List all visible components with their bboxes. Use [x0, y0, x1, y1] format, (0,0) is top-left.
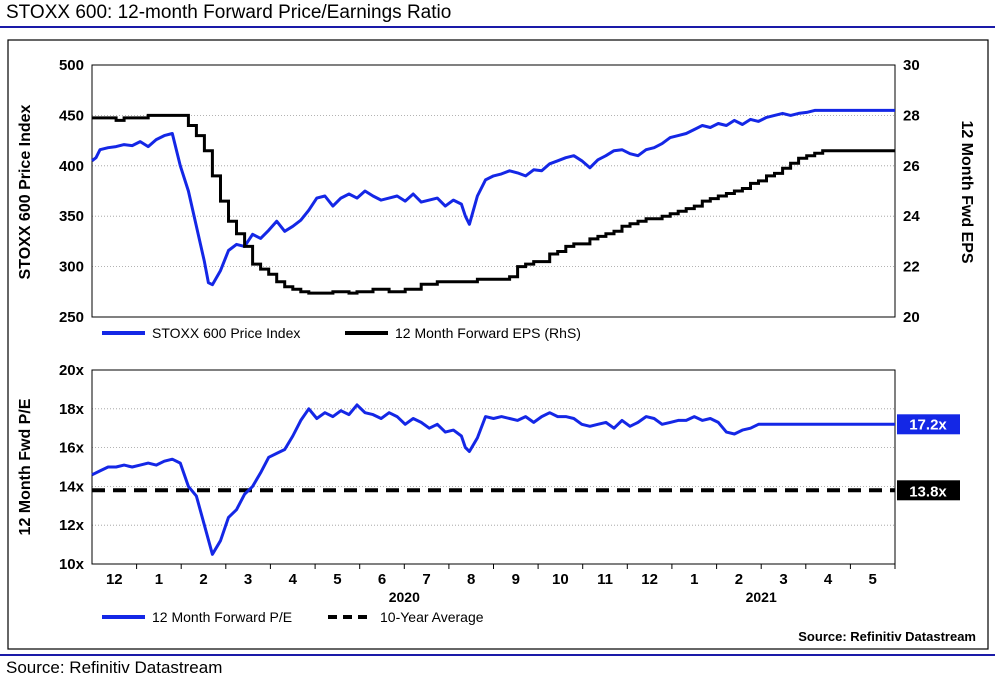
top-left-tick-label: 450: [59, 107, 84, 124]
avg-value-label: 13.8x: [909, 483, 947, 500]
bottom-left-ticks: 20x 18x 16x 14x 12x 10x: [59, 362, 85, 573]
legend-label-price: STOXX 600 Price Index: [152, 325, 300, 341]
bottom-gridlines: [92, 408, 895, 526]
series-line-forward-pe: [91, 403, 895, 556]
top-right-tick-label: 24: [903, 208, 920, 225]
top-right-tick-label: 20: [903, 309, 920, 326]
top-right-axis-label: 12 Month Fwd EPS: [958, 120, 975, 263]
x-month-label: 10: [552, 571, 569, 588]
source-note: Source: Refinitiv Datastream: [6, 658, 223, 677]
top-left-axis-label: STOXX 600 Price Index: [17, 104, 34, 279]
x-month-label: 3: [779, 571, 787, 588]
bottom-plot-frame: [91, 369, 896, 565]
x-month-label: 4: [289, 571, 298, 588]
top-gridlines: [92, 115, 895, 268]
x-month-label: 5: [333, 571, 341, 588]
top-right-tick-label: 22: [903, 259, 920, 276]
top-plot-frame: [91, 64, 896, 318]
bottom-left-tick-label: 18x: [59, 401, 85, 418]
x-month-label: 8: [467, 571, 475, 588]
pe-last-value-label: 17.2x: [909, 416, 947, 433]
avg-value-tag: [897, 480, 960, 501]
x-year-label: 2021: [746, 589, 777, 605]
x-month-label: 2: [735, 571, 743, 588]
x-month-label: 9: [512, 571, 520, 588]
top-left-tick-label: 350: [59, 208, 84, 225]
legend-label-avg: 10-Year Average: [380, 609, 484, 625]
x-month-label: 2: [199, 571, 207, 588]
page-title: STOXX 600: 12-month Forward Price/Earnin…: [6, 2, 452, 23]
top-left-ticks: 500 450 400 350 300 250: [59, 57, 84, 326]
x-month-label: 5: [869, 571, 877, 588]
legend-label-pe: 12 Month Forward P/E: [152, 609, 292, 625]
series-line-forward-eps: [92, 113, 895, 295]
bottom-left-axis-label: 12 Month Fwd P/E: [17, 398, 34, 535]
bottom-left-tick-label: 10x: [59, 556, 85, 573]
top-right-tick-label: 30: [903, 57, 920, 74]
x-axis-month-labels: 12 1 2 3 4 5 6 7 8 9 10 11 12 1 2 3 4 5: [106, 564, 896, 588]
x-axis-year-labels: 2020 2021: [389, 589, 777, 605]
x-month-label: 1: [690, 571, 698, 588]
bottom-left-tick-label: 12x: [59, 517, 85, 534]
top-right-tick-label: 26: [903, 158, 920, 175]
legend-label-eps: 12 Month Forward EPS (RhS): [395, 325, 581, 341]
series-line-stoxx600-price: [91, 108, 895, 287]
top-left-tick-label: 300: [59, 259, 84, 276]
x-month-label: 12: [641, 571, 658, 588]
x-month-label: 11: [597, 571, 613, 588]
top-left-tick-label: 400: [59, 158, 84, 175]
bottom-left-tick-label: 16x: [59, 440, 85, 457]
top-right-tick-label: 28: [903, 107, 920, 124]
x-month-label: 4: [824, 571, 833, 588]
bottom-left-tick-label: 14x: [59, 478, 85, 495]
x-month-label: 7: [422, 571, 430, 588]
top-left-tick-label: 500: [59, 57, 84, 74]
inner-source-note: Source: Refinitiv Datastream: [798, 629, 976, 644]
x-month-label: 12: [106, 571, 123, 588]
x-month-label: 1: [155, 571, 163, 588]
x-year-label: 2020: [389, 589, 420, 605]
top-right-ticks: 30 28 26 24 22 20: [903, 57, 920, 326]
bottom-left-tick-label: 20x: [59, 362, 85, 379]
figure-frame: [7, 39, 989, 650]
pe-last-value-tag: [897, 414, 960, 435]
x-month-label: 3: [244, 571, 252, 588]
top-left-tick-label: 250: [59, 309, 84, 326]
x-month-label: 6: [378, 571, 386, 588]
